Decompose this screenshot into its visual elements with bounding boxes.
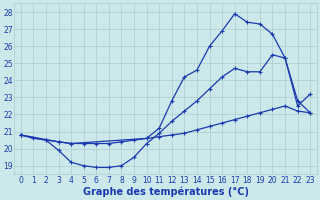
X-axis label: Graphe des températures (°C): Graphe des températures (°C): [83, 186, 249, 197]
